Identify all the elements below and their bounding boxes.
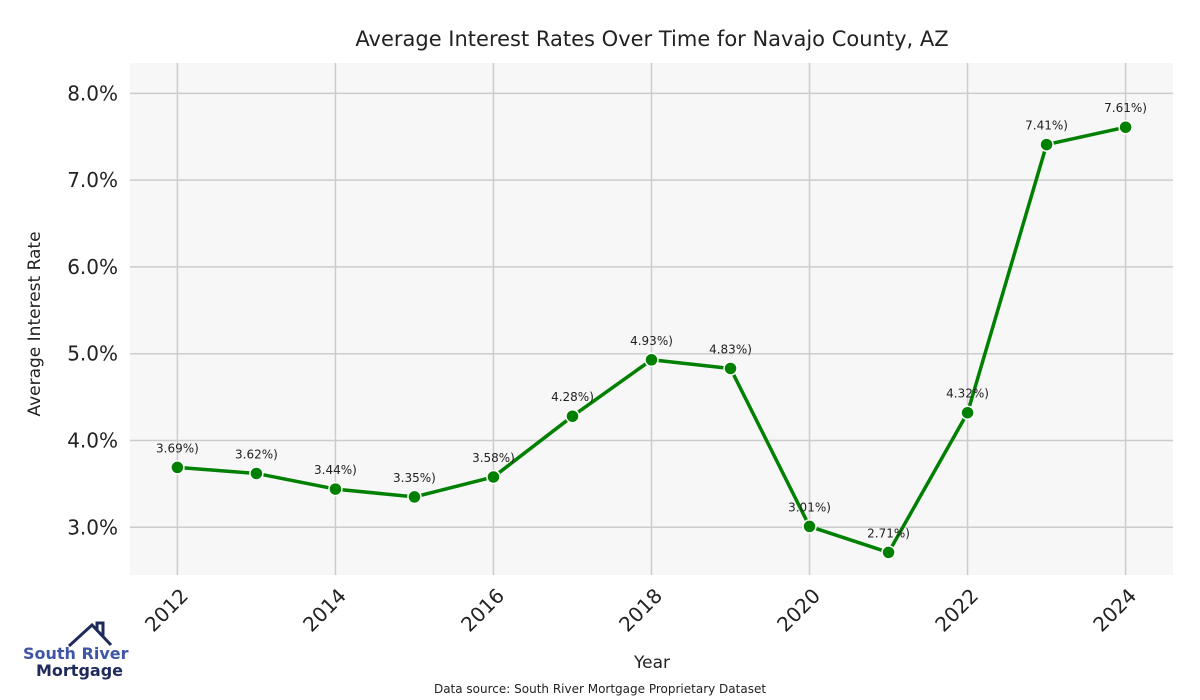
x-tick-label: 2020	[772, 584, 825, 637]
y-tick-label: 3.0%	[67, 515, 118, 539]
x-tick-label: 2022	[930, 584, 983, 637]
data-label: 2.71%)	[867, 526, 910, 540]
data-label: 3.62%)	[235, 447, 278, 461]
data-label: 7.61%)	[1104, 101, 1147, 115]
data-label: 7.41%)	[1025, 119, 1068, 133]
data-point	[170, 460, 185, 475]
house-roof-icon	[67, 621, 113, 648]
y-tick-label: 4.0%	[67, 428, 118, 452]
data-point	[328, 481, 343, 497]
svg-text:South River: South River	[23, 644, 129, 663]
data-point	[407, 489, 422, 505]
data-source-note: Data source: South River Mortgage Propri…	[434, 682, 766, 696]
data-label: 4.32%)	[946, 387, 989, 401]
data-label: 3.44%)	[314, 463, 357, 477]
y-tick-label: 7.0%	[67, 168, 118, 192]
data-point	[486, 469, 501, 485]
y-tick-label: 8.0%	[67, 81, 118, 105]
svg-text:Mortgage: Mortgage	[36, 661, 123, 680]
y-tick-label: 5.0%	[67, 342, 118, 366]
data-label: 4.28%)	[551, 390, 594, 404]
x-tick-label: 2012	[140, 584, 193, 637]
data-label: 3.69%)	[156, 441, 199, 455]
data-point	[881, 545, 896, 560]
data-label: 4.93%)	[630, 334, 673, 348]
data-point	[644, 352, 659, 368]
data-point	[1118, 119, 1133, 135]
x-axis-label: Year	[633, 653, 670, 673]
chart-title: Average Interest Rates Over Time for Nav…	[355, 27, 948, 51]
data-point	[723, 361, 738, 376]
data-point	[1039, 137, 1054, 152]
data-point	[802, 519, 817, 534]
data-label: 3.58%)	[472, 451, 515, 465]
data-label: 3.35%)	[393, 471, 436, 485]
y-tick-label: 6.0%	[67, 255, 118, 279]
data-label: 4.83%)	[709, 342, 752, 356]
x-tick-label: 2018	[614, 584, 667, 637]
data-label: 3.01%)	[788, 500, 831, 514]
y-axis-label: Average Interest Rate	[25, 231, 45, 416]
south-river-mortgage-logo: South River Mortgage	[23, 621, 129, 680]
x-tick-label: 2016	[456, 584, 509, 637]
data-point	[249, 466, 264, 481]
x-tick-label: 2024	[1088, 584, 1141, 637]
data-point	[960, 405, 975, 420]
x-tick-label: 2014	[298, 584, 351, 637]
data-point	[565, 408, 580, 424]
